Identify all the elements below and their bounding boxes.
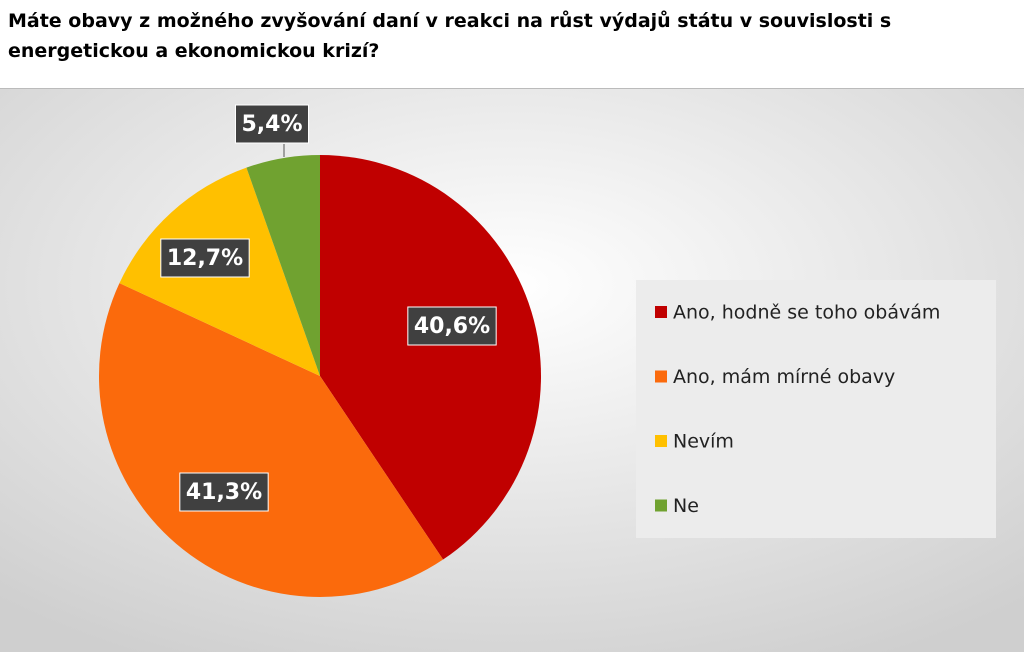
legend-label: Ano, mám mírné obavy xyxy=(673,366,895,388)
pie-slice xyxy=(98,283,444,598)
pie-slice xyxy=(320,155,542,560)
data-label: 40,6% xyxy=(414,314,490,339)
legend-swatch xyxy=(655,499,667,512)
chart: 40,6% 41,3% 12,7% 5,4% Ano, hodně se toho ob… xyxy=(0,88,1024,652)
legend-swatch xyxy=(655,306,667,318)
data-label: 41,3% xyxy=(186,480,262,505)
legend-label: Nevím xyxy=(673,431,734,453)
data-label-box xyxy=(234,104,310,144)
legend-label: Ne xyxy=(673,495,699,517)
pie-slice xyxy=(246,155,320,376)
legend-swatch xyxy=(655,370,667,383)
legend-box xyxy=(636,280,996,538)
data-label-box xyxy=(179,472,269,512)
data-label-box xyxy=(407,306,497,346)
data-label-box xyxy=(160,238,250,278)
chart-title: Máte obavy z možného zvyšování daní v re… xyxy=(8,10,892,62)
legend-label: Ano, hodně se toho obávám xyxy=(673,302,940,324)
legend-swatch xyxy=(655,435,667,447)
data-label: 12,7% xyxy=(167,246,243,271)
data-label: 5,4% xyxy=(241,112,302,137)
